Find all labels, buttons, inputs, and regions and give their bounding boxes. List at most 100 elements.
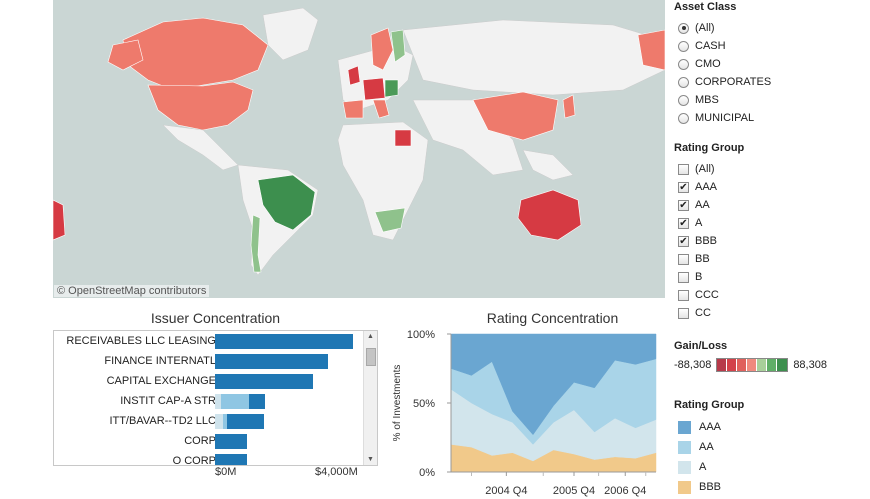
rating-group-filter: Rating Group (All) ✔ AAA ✔ AA ✔ A ✔ BBB BB B CCC CC xyxy=(674,142,864,322)
issuer-row[interactable]: FINANCE INTERNATL xyxy=(54,353,364,369)
issuer-label: FINANCE INTERNATL xyxy=(104,355,216,367)
issuer-axis-label-0: $0M xyxy=(215,466,237,478)
rating-legend-item-aa[interactable]: AA xyxy=(674,437,864,457)
map-canvas[interactable] xyxy=(53,0,665,298)
map-country-poland[interactable] xyxy=(384,79,399,98)
rating-group-option-ccc[interactable]: CCC xyxy=(674,286,864,304)
scroll-thumb[interactable] xyxy=(366,348,376,366)
map-country-canada[interactable] xyxy=(122,17,269,91)
rating-group-option-all[interactable]: (All) xyxy=(674,160,864,178)
map-country-italy[interactable] xyxy=(372,99,390,119)
issuer-row[interactable]: CAPITAL EXCHANGE xyxy=(54,373,364,389)
gain-loss-title: Gain/Loss xyxy=(674,340,728,352)
gain-loss-swatch xyxy=(727,359,738,371)
map-country-finland[interactable] xyxy=(390,29,406,63)
option-label: B xyxy=(695,271,703,283)
asset-class-option-all[interactable]: (All) xyxy=(674,19,864,37)
issuer-bar-segment[interactable] xyxy=(215,414,224,429)
rating-legend-item-aaa[interactable]: AAA xyxy=(674,417,864,437)
issuer-bar-segment[interactable] xyxy=(215,434,247,449)
issuer-row[interactable]: O CORP xyxy=(54,453,364,466)
issuer-bar-segment[interactable] xyxy=(248,394,265,409)
map-country-usa[interactable] xyxy=(147,81,254,131)
y-tick-label: 50% xyxy=(413,398,435,410)
rating-group-option-a[interactable]: ✔ A xyxy=(674,214,864,232)
checkbox[interactable]: ✔ xyxy=(678,217,689,229)
issuer-bar-segment[interactable] xyxy=(227,414,265,429)
map-country-germany[interactable] xyxy=(362,77,386,101)
rating-concentration-chart[interactable]: 0% 50% 100% % of Investments 2004 Q4 2005 Q4 2… xyxy=(390,328,665,499)
map-country-west-edge[interactable] xyxy=(53,199,66,241)
asset-class-filter: Asset Class (All) CASH CMO CORPORATES MBS MUN… xyxy=(674,1,864,127)
option-label: CC xyxy=(695,307,711,319)
radio-button[interactable] xyxy=(678,40,689,52)
radio-button[interactable] xyxy=(678,58,689,70)
issuer-bar-segment[interactable] xyxy=(215,394,222,409)
map-country-spain[interactable] xyxy=(342,99,364,119)
radio-button[interactable] xyxy=(678,76,689,88)
world-map[interactable]: © OpenStreetMap contributors xyxy=(53,0,665,298)
rating-group-option-aaa[interactable]: ✔ AAA xyxy=(674,178,864,196)
asset-class-option-cmo[interactable]: CMO xyxy=(674,55,864,73)
asset-class-option-municipal[interactable]: MUNICIPAL xyxy=(674,109,864,127)
issuer-bar-segment[interactable] xyxy=(221,394,249,409)
x-tick-label: 2004 Q4 xyxy=(485,485,527,497)
map-country-australia[interactable] xyxy=(517,189,582,241)
map-country-chile[interactable] xyxy=(250,214,262,273)
radio-button[interactable] xyxy=(678,94,689,106)
checkbox[interactable]: ✔ xyxy=(678,235,689,247)
gain-loss-legend: Gain/Loss -88,308 88,308 xyxy=(674,340,864,372)
map-attribution[interactable]: © OpenStreetMap contributors xyxy=(54,285,210,297)
rating-group-option-cc[interactable]: CC xyxy=(674,304,864,322)
map-country-japan[interactable] xyxy=(562,94,576,119)
issuer-row[interactable]: INSTIT CAP-A STR xyxy=(54,393,364,409)
issuer-label: CORP xyxy=(184,435,216,447)
asset-class-option-mbs[interactable]: MBS xyxy=(674,91,864,109)
scroll-down-icon[interactable]: ▼ xyxy=(367,456,374,463)
rating-group-option-b[interactable]: B xyxy=(674,268,864,286)
checkbox[interactable] xyxy=(678,163,689,175)
option-label: CMO xyxy=(695,58,721,70)
map-country-egypt[interactable] xyxy=(394,129,412,147)
checkbox[interactable] xyxy=(678,289,689,301)
checkbox[interactable]: ✔ xyxy=(678,181,689,193)
area-series-aaa[interactable] xyxy=(450,333,657,436)
map-country-russia-east[interactable] xyxy=(637,29,665,71)
option-label: CASH xyxy=(695,40,726,52)
issuer-scrollbar[interactable]: ▲ ▼ xyxy=(363,331,377,465)
map-country-south-africa[interactable] xyxy=(374,207,406,233)
asset-class-option-cash[interactable]: CASH xyxy=(674,37,864,55)
issuer-concentration-title: Issuer Concentration xyxy=(150,310,281,326)
checkbox[interactable] xyxy=(678,307,689,319)
rating-legend-title: Rating Group xyxy=(674,399,745,411)
radio-button[interactable] xyxy=(678,22,689,34)
map-country-southeast-asia xyxy=(522,149,574,181)
scroll-up-icon[interactable]: ▲ xyxy=(367,333,374,340)
rating-legend-item-bbb[interactable]: BBB xyxy=(674,477,864,497)
map-country-mexico xyxy=(162,124,239,171)
issuer-row[interactable]: CORP xyxy=(54,433,364,449)
rating-legend-item-a[interactable]: A xyxy=(674,457,864,477)
issuer-bar-segment[interactable] xyxy=(223,414,228,429)
issuer-bar-segment[interactable] xyxy=(215,374,313,389)
rating-group-option-aa[interactable]: ✔ AA xyxy=(674,196,864,214)
issuer-bar-segment[interactable] xyxy=(215,354,328,369)
rating-group-option-bb[interactable]: BB xyxy=(674,250,864,268)
asset-class-option-corporates[interactable]: CORPORATES xyxy=(674,73,864,91)
gain-loss-max: 88,308 xyxy=(793,359,827,371)
radio-button[interactable] xyxy=(678,112,689,124)
issuer-bar-segment[interactable] xyxy=(215,454,247,465)
checkbox[interactable] xyxy=(678,271,689,283)
map-country-china[interactable] xyxy=(472,91,559,141)
issuer-concentration-chart[interactable]: RECEIVABLES LLC LEASING FINANCE INTERNATL… xyxy=(53,330,378,466)
issuer-bar-segment[interactable] xyxy=(215,334,353,349)
map-country-uk[interactable] xyxy=(347,65,361,86)
rating-group-option-bbb[interactable]: ✔ BBB xyxy=(674,232,864,250)
checkbox[interactable]: ✔ xyxy=(678,199,689,211)
issuer-row[interactable]: RECEIVABLES LLC LEASING xyxy=(54,333,364,349)
map-country-scandinavia[interactable] xyxy=(370,27,394,71)
issuer-row[interactable]: ITT/BAVAR--TD2 LLC xyxy=(54,413,364,429)
map-country-brazil[interactable] xyxy=(257,174,316,231)
issuer-label: O CORP xyxy=(172,455,216,466)
checkbox[interactable] xyxy=(678,253,689,265)
